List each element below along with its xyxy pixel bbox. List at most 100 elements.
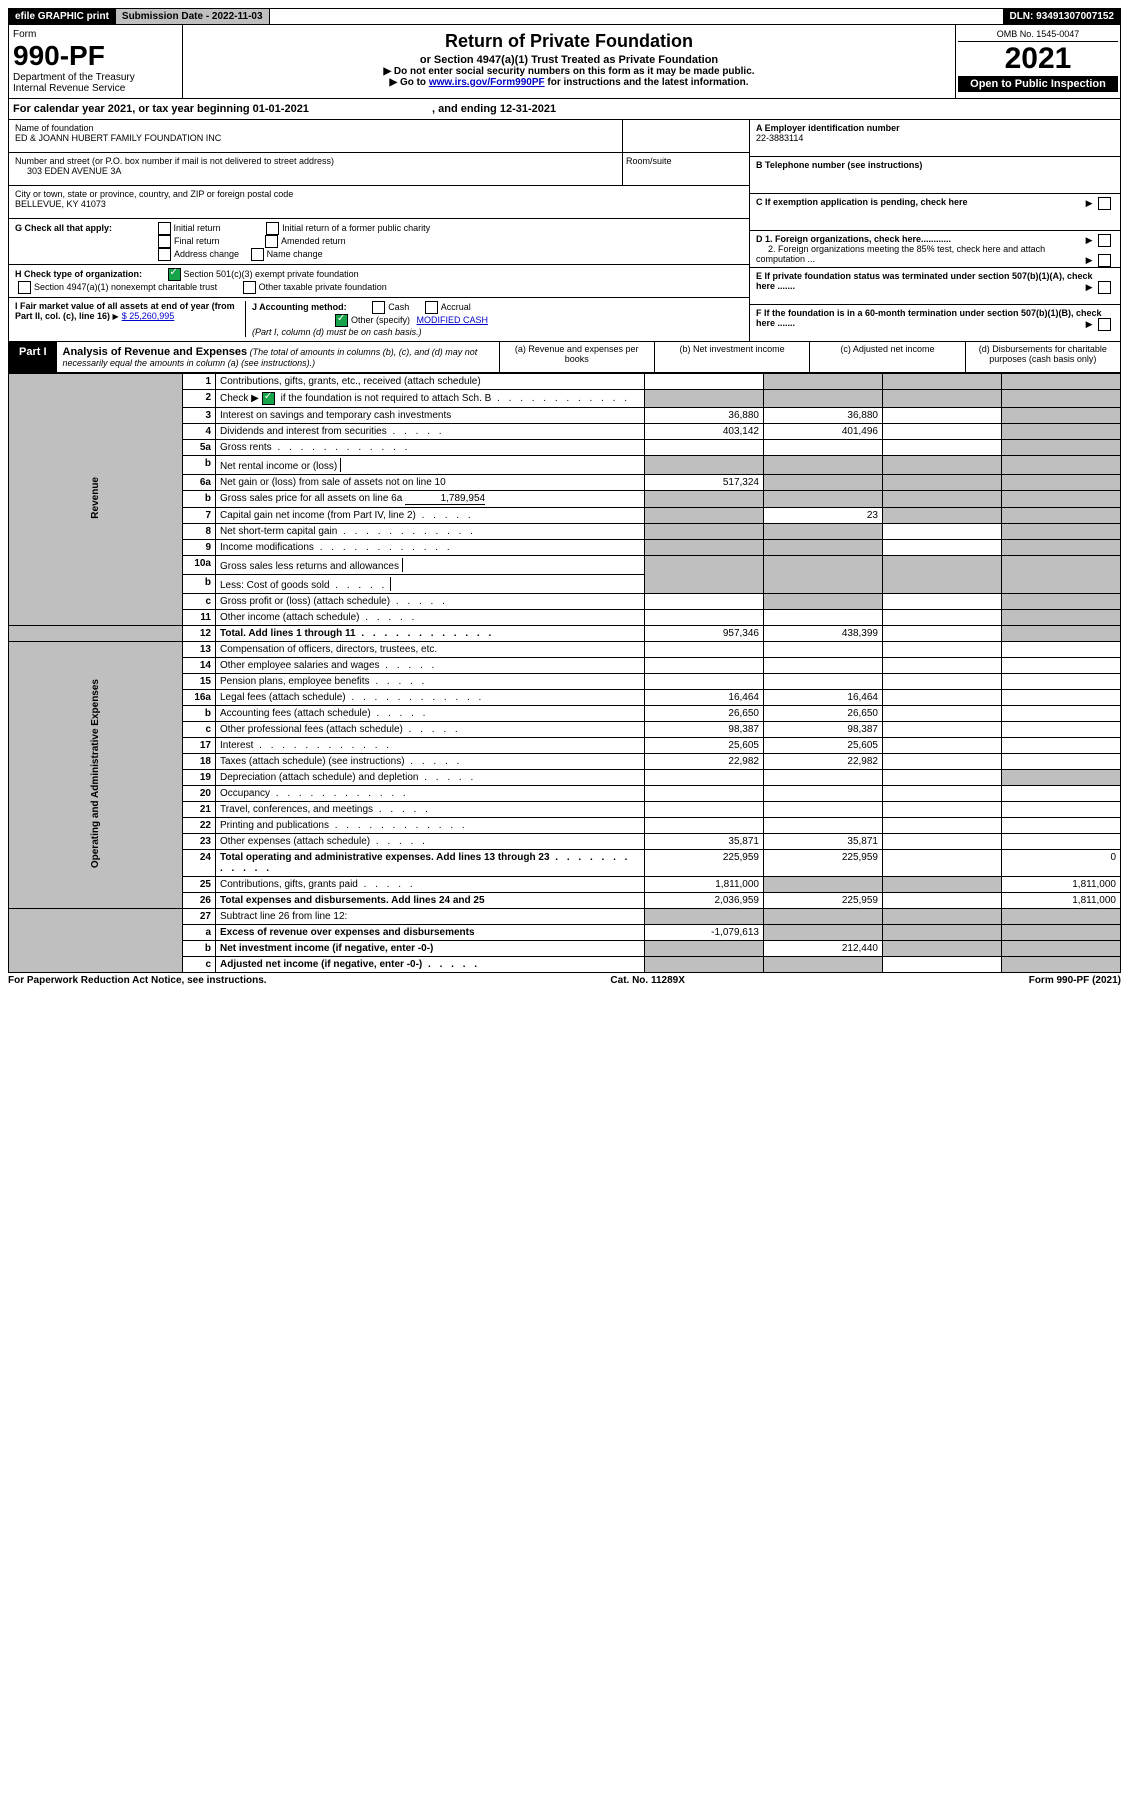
analysis-table: Revenue 1 Contributions, gifts, grants, … (8, 373, 1121, 973)
name-label: Name of foundation (15, 123, 616, 133)
j-label: J Accounting method: (252, 302, 347, 312)
part1-header: Part I Analysis of Revenue and Expenses … (8, 342, 1121, 373)
row-num: b (183, 575, 216, 594)
row-desc: Other employee salaries and wages (220, 660, 380, 671)
row-num: c (183, 594, 216, 610)
row-desc: Depreciation (attach schedule) and deple… (220, 772, 418, 783)
gross-sales-value: 1,789,954 (405, 493, 485, 505)
row-num: 17 (183, 738, 216, 754)
amended-checkbox[interactable] (265, 235, 278, 248)
row-desc: Total operating and administrative expen… (220, 852, 550, 863)
col-a-header: (a) Revenue and expenses per books (500, 342, 655, 372)
row-num: 5a (183, 440, 216, 456)
initial-public-checkbox[interactable] (266, 222, 279, 235)
row-desc: Net gain or (loss) from sale of assets n… (216, 475, 645, 491)
cell-value: 0 (1002, 850, 1121, 877)
other-tax-checkbox[interactable] (243, 281, 256, 294)
cal-end: 12-31-2021 (500, 103, 556, 115)
revenue-side-label: Revenue (90, 477, 101, 519)
fmv-link[interactable]: $ 25,260,995 (122, 311, 175, 321)
accrual-checkbox[interactable] (425, 301, 438, 314)
cell-value: 36,880 (764, 408, 883, 424)
initial-return-checkbox[interactable] (158, 222, 171, 235)
ssn-note: ▶ Do not enter social security numbers o… (187, 66, 951, 77)
cell-value: 35,871 (764, 834, 883, 850)
row-num: 10a (183, 556, 216, 575)
address-change-checkbox[interactable] (158, 248, 171, 261)
part1-title: Analysis of Revenue and Expenses (63, 346, 248, 358)
a-label: A Employer identification number (756, 123, 1114, 133)
other-tax-label: Other taxable private foundation (259, 282, 387, 292)
row-desc: Total expenses and disbursements. Add li… (216, 893, 645, 909)
address-change-label: Address change (174, 249, 239, 259)
e-checkbox[interactable] (1098, 281, 1111, 294)
row-desc: Other professional fees (attach schedule… (220, 724, 403, 735)
row-desc: Adjusted net income (if negative, enter … (220, 959, 422, 970)
cash-label: Cash (388, 302, 409, 312)
cell-value: 403,142 (645, 424, 764, 440)
row-desc: Legal fees (attach schedule) (220, 692, 346, 703)
j-note: (Part I, column (d) must be on cash basi… (252, 327, 422, 337)
dln: DLN: 93491307007152 (1003, 9, 1120, 24)
cell-value: 98,387 (764, 722, 883, 738)
cell-value: 16,464 (645, 690, 764, 706)
modified-cash-link[interactable]: MODIFIED CASH (417, 315, 489, 325)
row-desc: Other expenses (attach schedule) (220, 836, 370, 847)
row-desc: Gross sales price for all assets on line… (220, 493, 402, 504)
4947-checkbox[interactable] (18, 281, 31, 294)
row-num: 23 (183, 834, 216, 850)
row-desc: Gross profit or (loss) (attach schedule) (220, 596, 390, 607)
col-c-header: (c) Adjusted net income (810, 342, 965, 372)
f-label: F If the foundation is in a 60-month ter… (756, 308, 1102, 328)
g-label: G Check all that apply: (15, 223, 112, 233)
row-desc: Accounting fees (attach schedule) (220, 708, 371, 719)
cell-value: 1,811,000 (1002, 893, 1121, 909)
row-num: 14 (183, 658, 216, 674)
row-desc: Capital gain net income (from Part IV, l… (220, 510, 416, 521)
row-num: 12 (183, 626, 216, 642)
final-return-checkbox[interactable] (158, 235, 171, 248)
row-desc: Compensation of officers, directors, tru… (216, 642, 645, 658)
form-label: Form (13, 29, 178, 40)
row-num: 13 (183, 642, 216, 658)
irs: Internal Revenue Service (13, 83, 178, 94)
name-change-checkbox[interactable] (251, 248, 264, 261)
e-label: E If private foundation status was termi… (756, 271, 1093, 291)
cell-value: 26,650 (764, 706, 883, 722)
address: 303 EDEN AVENUE 3A (27, 166, 616, 176)
cell-value: 212,440 (764, 941, 883, 957)
row-num: 19 (183, 770, 216, 786)
form-ref: Form 990-PF (2021) (1029, 975, 1121, 986)
row-desc: Less: Cost of goods sold (220, 580, 330, 591)
other-method-label: Other (specify) (351, 315, 410, 325)
501c3-label: Section 501(c)(3) exempt private foundat… (184, 269, 359, 279)
row-num: b (183, 491, 216, 508)
cell-value: 98,387 (645, 722, 764, 738)
schb-checkbox[interactable] (262, 392, 275, 405)
4947-label: Section 4947(a)(1) nonexempt charitable … (34, 282, 217, 292)
row-desc: Contributions, gifts, grants paid (220, 879, 358, 890)
d2-checkbox[interactable] (1098, 254, 1111, 267)
cell-value: 2,036,959 (645, 893, 764, 909)
cash-checkbox[interactable] (372, 301, 385, 314)
501c3-checkbox[interactable] (168, 268, 181, 281)
part1-tab: Part I (9, 342, 57, 372)
other-method-checkbox[interactable] (335, 314, 348, 327)
d1-checkbox[interactable] (1098, 234, 1111, 247)
cal-begin: 01-01-2021 (253, 103, 309, 115)
c-checkbox[interactable] (1098, 197, 1111, 210)
row-num: b (183, 456, 216, 475)
row-num: 27 (183, 909, 216, 925)
cell-value: 225,959 (764, 893, 883, 909)
row-desc: Income modifications (220, 542, 314, 553)
row-desc: Printing and publications (220, 820, 329, 831)
form990pf-link[interactable]: www.irs.gov/Form990PF (429, 77, 545, 88)
f-checkbox[interactable] (1098, 318, 1111, 331)
cell-value: 1,811,000 (1002, 877, 1121, 893)
omb-number: OMB No. 1545-0047 (958, 27, 1118, 42)
cell-value: 36,880 (645, 408, 764, 424)
row-desc: Other income (attach schedule) (220, 612, 360, 623)
row-num: 4 (183, 424, 216, 440)
col-b-header: (b) Net investment income (655, 342, 810, 372)
cal-mid: , and ending (432, 103, 500, 115)
